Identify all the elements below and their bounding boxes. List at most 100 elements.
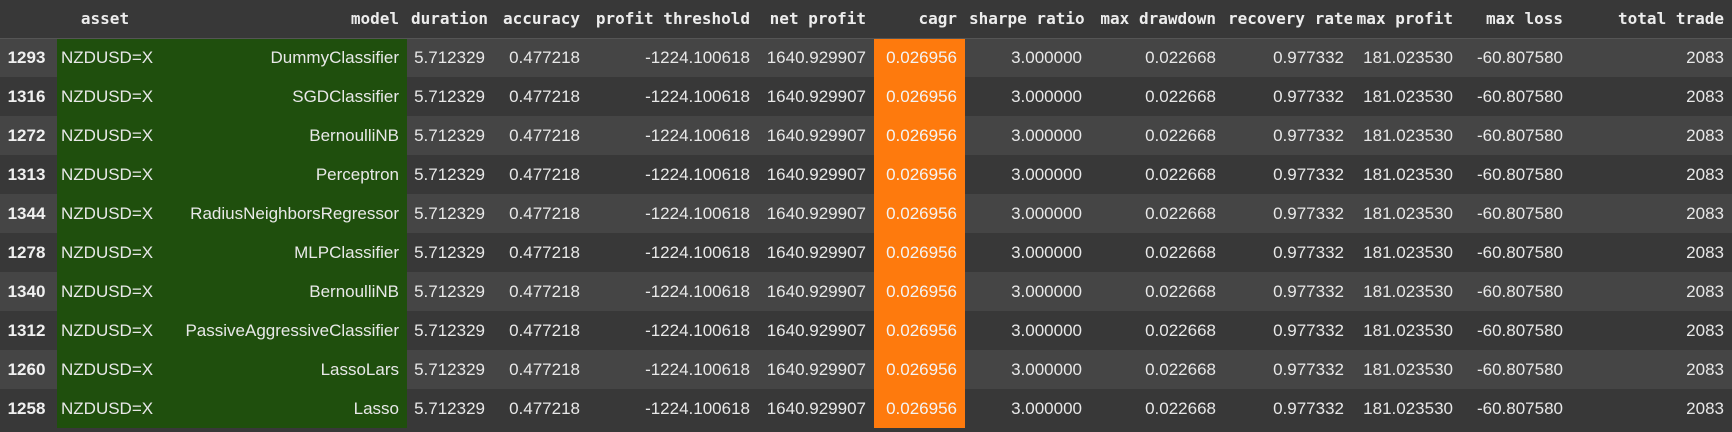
row-index: 1344 [7, 203, 46, 223]
cell-max-drawdown: 0.022668 [1145, 359, 1216, 379]
row-index: 1312 [7, 320, 46, 340]
cell-asset: NZDUSD=X [57, 38, 157, 77]
cell-duration: 5.712329 [414, 242, 485, 262]
column-header-duration: duration [407, 0, 493, 39]
cell-recovery-rate: 0.977332 [1273, 359, 1344, 379]
cell-max-profit: 181.023530 [1363, 125, 1453, 145]
cell-cagr: 0.026956 [874, 38, 965, 77]
cell-total-trade: 2083 [1686, 164, 1724, 184]
cell-duration: 5.712329 [414, 398, 485, 418]
cell-net-profit: 1640.929907 [766, 164, 866, 184]
cell-max-drawdown: 0.022668 [1145, 164, 1216, 184]
cell-max-drawdown: 0.022668 [1145, 86, 1216, 106]
cell-total-trade: 2083 [1686, 203, 1724, 223]
cell-accuracy: 0.477218 [509, 359, 580, 379]
cell-model: PassiveAggressiveClassifier [157, 311, 407, 350]
cell-max-profit: 181.023530 [1363, 398, 1453, 418]
cell-max-drawdown: 0.022668 [1145, 398, 1216, 418]
row-index: 1258 [7, 398, 46, 418]
cell-profit-threshold: -1224.100618 [645, 125, 750, 145]
cell-max-profit: 181.023530 [1363, 47, 1453, 67]
column-header-max-drawdown: max drawdown [1090, 0, 1224, 39]
cell-model: BernoulliNB [157, 272, 407, 311]
table-row: 1258 NZDUSD=X Lasso 5.712329 0.477218 -1224.1… [0, 389, 1732, 428]
cell-profit-threshold: -1224.100618 [645, 320, 750, 340]
cell-max-loss: -60.807580 [1476, 281, 1563, 301]
cell-duration: 5.712329 [414, 203, 485, 223]
cell-asset: NZDUSD=X [57, 194, 157, 233]
cell-total-trade: 2083 [1686, 125, 1724, 145]
cell-accuracy: 0.477218 [509, 320, 580, 340]
cell-max-loss: -60.807580 [1476, 242, 1563, 262]
cell-accuracy: 0.477218 [509, 203, 580, 223]
column-header-sharpe-ratio: sharpe ratio [965, 0, 1090, 39]
cell-accuracy: 0.477218 [509, 125, 580, 145]
cell-cagr: 0.026956 [874, 194, 965, 233]
cell-duration: 5.712329 [414, 86, 485, 106]
cell-max-profit: 181.023530 [1363, 242, 1453, 262]
table-row: 1313 NZDUSD=X Perceptron 5.712329 0.477218 -1… [0, 155, 1732, 194]
row-index: 1316 [7, 86, 46, 106]
cell-asset: NZDUSD=X [57, 311, 157, 350]
column-header-index [0, 0, 57, 39]
cell-accuracy: 0.477218 [509, 242, 580, 262]
cell-profit-threshold: -1224.100618 [645, 359, 750, 379]
cell-model: Perceptron [157, 155, 407, 194]
cell-recovery-rate: 0.977332 [1273, 242, 1344, 262]
cell-accuracy: 0.477218 [509, 164, 580, 184]
cell-max-drawdown: 0.022668 [1145, 47, 1216, 67]
cell-accuracy: 0.477218 [509, 398, 580, 418]
cell-max-profit: 181.023530 [1363, 281, 1453, 301]
cell-cagr: 0.026956 [874, 350, 965, 389]
column-header-total-trade: total trade [1571, 0, 1732, 39]
table-body: 1293 NZDUSD=X DummyClassifier 5.712329 0.477… [0, 38, 1732, 428]
cell-asset: NZDUSD=X [57, 77, 157, 116]
cell-recovery-rate: 0.977332 [1273, 164, 1344, 184]
cell-model: RadiusNeighborsRegressor [157, 194, 407, 233]
cell-cagr: 0.026956 [874, 272, 965, 311]
cell-cagr: 0.026956 [874, 233, 965, 272]
row-index: 1260 [7, 359, 46, 379]
column-header-max-profit: max profit [1352, 0, 1461, 39]
column-header-model: model [157, 0, 407, 39]
cell-sharpe-ratio: 3.000000 [1011, 47, 1082, 67]
row-index: 1313 [7, 164, 46, 184]
cell-net-profit: 1640.929907 [766, 47, 866, 67]
cell-duration: 5.712329 [414, 47, 485, 67]
row-index: 1340 [7, 281, 46, 301]
cell-asset: NZDUSD=X [57, 350, 157, 389]
cell-accuracy: 0.477218 [509, 47, 580, 67]
row-index: 1278 [7, 242, 46, 262]
cell-model: Lasso [157, 389, 407, 428]
table-row: 1293 NZDUSD=X DummyClassifier 5.712329 0.477… [0, 38, 1732, 77]
cell-model: DummyClassifier [157, 38, 407, 77]
column-header-max-loss: max loss [1461, 0, 1571, 39]
cell-recovery-rate: 0.977332 [1273, 398, 1344, 418]
cell-asset: NZDUSD=X [57, 233, 157, 272]
cell-max-profit: 181.023530 [1363, 320, 1453, 340]
cell-net-profit: 1640.929907 [766, 398, 866, 418]
cell-model: MLPClassifier [157, 233, 407, 272]
cell-cagr: 0.026956 [874, 155, 965, 194]
cell-net-profit: 1640.929907 [766, 242, 866, 262]
cell-profit-threshold: -1224.100618 [645, 86, 750, 106]
cell-max-loss: -60.807580 [1476, 86, 1563, 106]
cell-net-profit: 1640.929907 [766, 359, 866, 379]
cell-cagr: 0.026956 [874, 116, 965, 155]
row-index: 1272 [7, 125, 46, 145]
cell-sharpe-ratio: 3.000000 [1011, 320, 1082, 340]
cell-recovery-rate: 0.977332 [1273, 125, 1344, 145]
cell-max-profit: 181.023530 [1363, 203, 1453, 223]
cell-asset: NZDUSD=X [57, 389, 157, 428]
cell-profit-threshold: -1224.100618 [645, 47, 750, 67]
cell-max-loss: -60.807580 [1476, 320, 1563, 340]
cell-duration: 5.712329 [414, 359, 485, 379]
cell-accuracy: 0.477218 [509, 86, 580, 106]
cell-net-profit: 1640.929907 [766, 281, 866, 301]
cell-max-drawdown: 0.022668 [1145, 125, 1216, 145]
cell-asset: NZDUSD=X [57, 272, 157, 311]
cell-net-profit: 1640.929907 [766, 203, 866, 223]
cell-duration: 5.712329 [414, 320, 485, 340]
cell-sharpe-ratio: 3.000000 [1011, 359, 1082, 379]
